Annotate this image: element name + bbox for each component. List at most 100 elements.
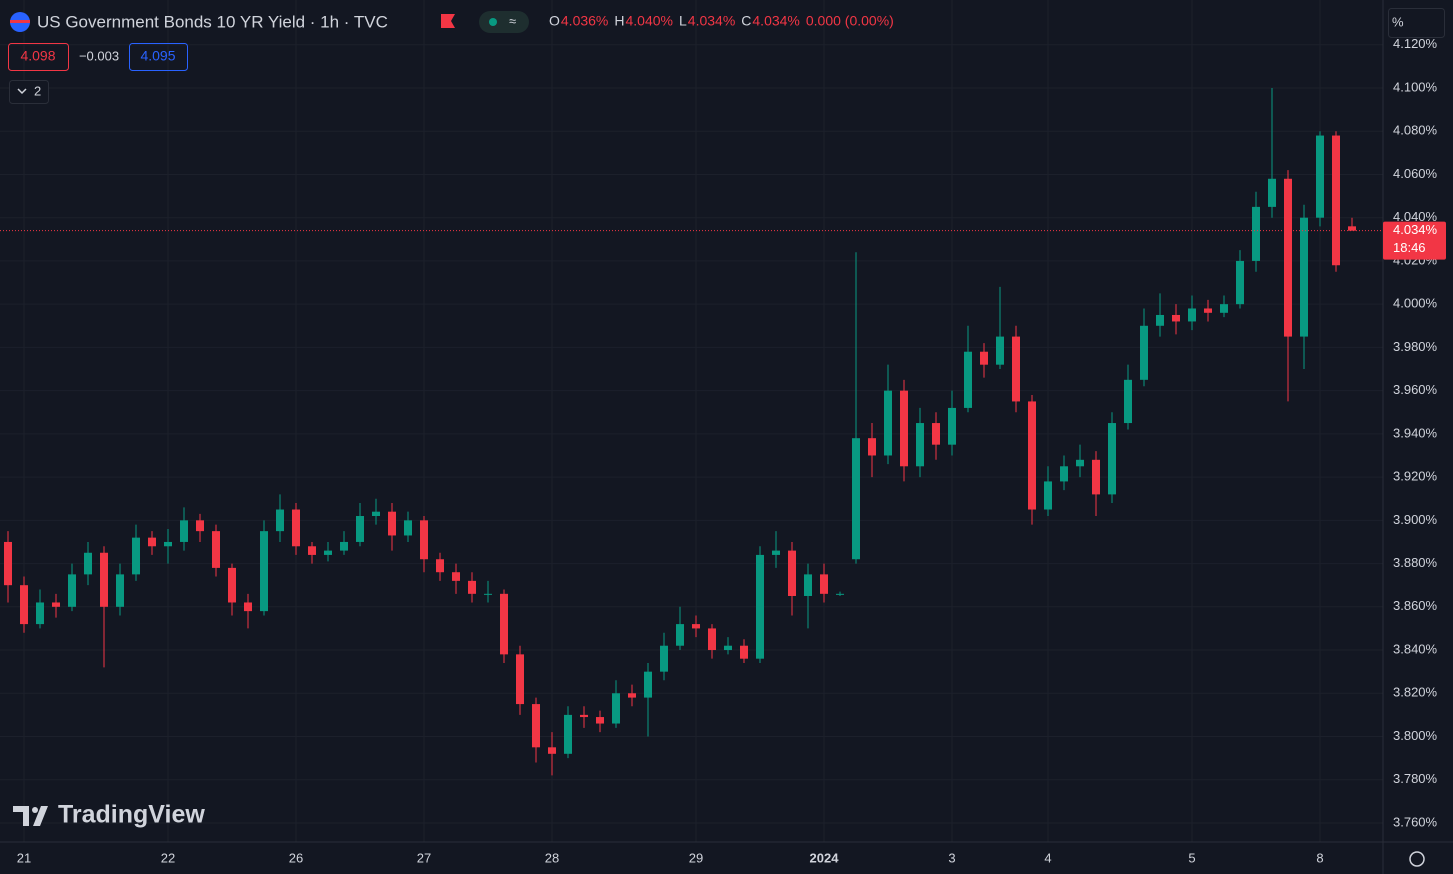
candle-body: [836, 593, 844, 595]
candle-body: [564, 714, 572, 754]
candle-body: [1188, 308, 1196, 322]
symbol-title[interactable]: US Government Bonds 10 YR Yield · 1h · T…: [37, 12, 388, 31]
candle-body: [964, 351, 972, 408]
candle-body: [948, 407, 956, 445]
candle-body: [324, 550, 332, 555]
candle-body: [676, 624, 684, 646]
y-tick-label: 4.040%: [1393, 209, 1438, 224]
candle-body: [100, 552, 108, 607]
candle-body: [20, 585, 28, 625]
flag-button[interactable]: [441, 14, 455, 28]
ohlc-value: 4.034%: [752, 13, 799, 29]
y-tick-label: 3.920%: [1393, 469, 1438, 484]
candle-body: [308, 546, 316, 555]
candle-body: [1076, 459, 1084, 467]
chevron-icon: [17, 88, 27, 95]
ohlc-key: L: [679, 13, 687, 29]
unit-box[interactable]: [1388, 8, 1445, 38]
x-tick-label: 28: [545, 850, 559, 865]
y-tick-label: 4.060%: [1393, 166, 1438, 181]
y-tick-label: 3.820%: [1393, 685, 1438, 700]
ohlc-value: 4.036%: [561, 13, 608, 29]
candle-body: [260, 531, 268, 612]
unit[interactable]: %: [1392, 14, 1404, 29]
candle-body: [148, 537, 156, 547]
candle-body: [372, 511, 380, 517]
y-tick-label: 3.940%: [1393, 425, 1438, 440]
y-tick-label: 3.780%: [1393, 771, 1438, 786]
candle-body: [1300, 217, 1308, 337]
bid[interactable]: 4.098: [20, 48, 55, 64]
candle-body: [660, 645, 668, 672]
x-tick-label: 21: [17, 850, 31, 865]
bid-box[interactable]: [8, 43, 69, 71]
market-status[interactable]: [479, 11, 529, 33]
x-tick-label: 26: [289, 850, 303, 865]
indicators-toggle[interactable]: [9, 80, 49, 104]
candle-body: [1092, 459, 1100, 495]
y-tick-label: 4.120%: [1393, 36, 1438, 51]
x-tick-label: 2024: [810, 850, 840, 865]
candle-body: [1060, 466, 1068, 482]
candles: [0, 87, 1383, 776]
candle-body: [420, 520, 428, 560]
candle-body: [644, 671, 652, 698]
y-tick-label: 4.000%: [1393, 296, 1438, 311]
candle-body: [1268, 178, 1276, 207]
candle-body: [980, 351, 988, 365]
candle-body: [724, 645, 732, 651]
change: 0.000 (0.00%): [806, 13, 894, 29]
indicator-count[interactable]: 2: [34, 83, 41, 98]
candle-body: [4, 541, 12, 586]
x-tick-label: 5: [1188, 850, 1195, 865]
candle-body: [1140, 325, 1148, 380]
x-axis: 21 22 26 27 28 29 2024 3 4 5 8: [17, 850, 1324, 865]
candle-body: [452, 572, 460, 581]
candle-body: [1236, 260, 1244, 305]
candle-body: [932, 423, 940, 445]
candle-body: [1316, 135, 1324, 218]
ask[interactable]: 4.095: [140, 48, 175, 64]
ask-box[interactable]: [129, 43, 188, 71]
candle-body: [532, 704, 540, 748]
candle-body: [276, 509, 284, 532]
candle-body: [84, 552, 92, 575]
candle-body: [500, 593, 508, 655]
ohlc-key: O: [549, 13, 560, 29]
candle-body: [740, 645, 748, 659]
status-dot: [489, 18, 497, 26]
status-icon: ≈: [509, 13, 516, 28]
candle-body: [628, 693, 636, 698]
x-tick-label: 3: [948, 850, 955, 865]
candle-body: [1332, 135, 1340, 266]
candle-body: [468, 580, 476, 594]
candle-body: [1172, 314, 1180, 322]
x-tick-label: 8: [1316, 850, 1323, 865]
candle-body: [212, 531, 220, 568]
candle-body: [1044, 481, 1052, 510]
spread: −0.003: [79, 48, 119, 63]
x-tick-label: 29: [689, 850, 703, 865]
candle-body: [868, 438, 876, 456]
y-tick-label: 3.800%: [1393, 728, 1438, 743]
candle-body: [68, 574, 76, 607]
candle-body: [52, 602, 60, 607]
x-tick-label: 27: [417, 850, 431, 865]
candle-body: [1284, 178, 1292, 337]
y-tick-label: 3.860%: [1393, 598, 1438, 613]
candle-body: [356, 516, 364, 542]
candle-body: [516, 654, 524, 705]
candle-body: [1012, 336, 1020, 402]
last-price-label: 4.034%: [1393, 222, 1438, 237]
settings-icon[interactable]: [1409, 851, 1425, 867]
candle-body: [996, 336, 1004, 365]
candle-body: [900, 390, 908, 467]
candle-body: [1124, 379, 1132, 424]
price-tag-box: [1383, 221, 1446, 260]
candle-body: [852, 438, 860, 560]
y-tick-label: 3.880%: [1393, 555, 1438, 570]
candle-body: [132, 537, 140, 575]
candle-body: [164, 541, 172, 547]
y-tick-label: 3.960%: [1393, 382, 1438, 397]
